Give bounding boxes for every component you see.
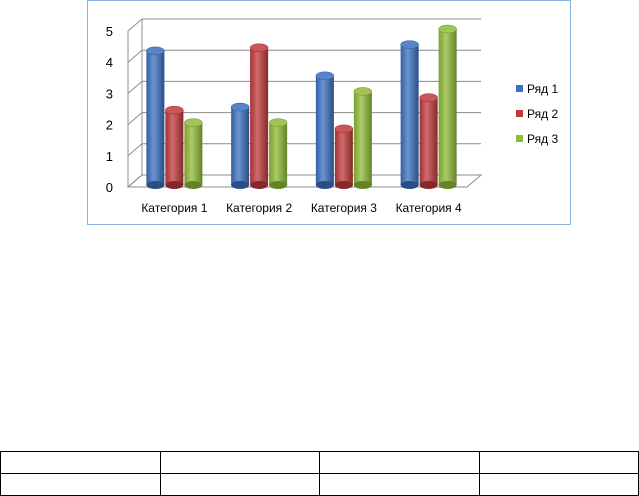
x-tick-label: Категория 3 [311,201,377,215]
table-cell [319,473,480,496]
bar [268,118,288,189]
table-cell [478,451,639,474]
legend-label: Ряд 3 [527,132,558,146]
gridline-depth [127,18,143,32]
bar [400,40,419,189]
y-tick-label: 1 [106,149,113,164]
y-tick-label: 5 [106,24,113,39]
chart-frame: 0 1 2 3 4 5 Категория 1 Категория 2 Категория 3 К… [87,0,571,225]
table-row [0,451,639,474]
bar [165,105,184,189]
gridline-depth [127,112,143,125]
bar [184,118,203,189]
table-row [0,473,639,496]
bar [353,87,373,189]
bar [419,93,438,189]
table-cell [0,451,161,474]
bar [230,102,250,189]
y-tick-label: 0 [106,180,113,195]
legend-swatch [516,135,523,142]
y-tick-label: 4 [106,55,113,70]
y-tick-label: 2 [106,118,113,133]
bar-chart: 0 1 2 3 4 5 Категория 1 Категория 2 Категория 3 К… [106,18,558,215]
x-tick-label: Категория 4 [396,201,462,215]
table-cell [478,473,639,496]
gridline-depth [127,81,143,94]
gridline-depth [127,143,143,157]
x-tick-label: Категория 1 [141,201,207,215]
bar [315,71,335,189]
table-cell [159,473,320,496]
empty-table [0,451,639,496]
bar [438,24,457,189]
gridline-depth [127,49,143,63]
x-tick-label: Категория 2 [226,201,292,215]
table-cell [159,451,320,474]
bar [249,43,269,189]
legend-swatch [516,110,523,117]
bar [146,46,165,189]
y-tick-label: 3 [106,86,113,101]
table-cell [0,473,161,496]
legend-label: Ряд 2 [527,107,558,121]
legend-label: Ряд 1 [527,82,558,96]
table-cell [319,451,480,474]
bar [334,124,354,189]
legend-swatch [516,85,523,92]
